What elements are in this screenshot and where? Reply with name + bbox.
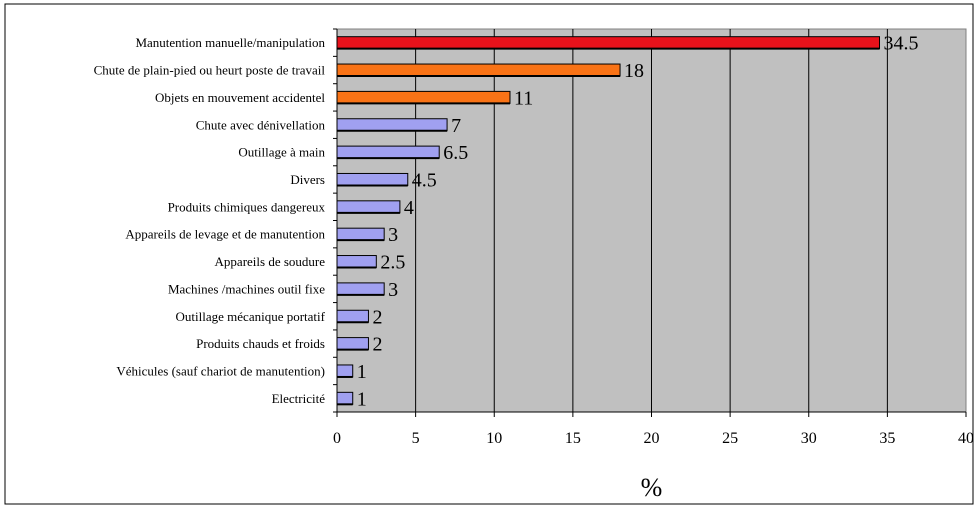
x-tick-label: 10 (486, 430, 502, 447)
x-tick-label: 5 (412, 430, 420, 447)
bars (336, 36, 881, 406)
data-label: 6.5 (443, 142, 468, 164)
x-axis-title: % (641, 473, 663, 502)
category-label: Manutention manuelle/manipulation (135, 35, 325, 50)
x-tick-label: 35 (879, 430, 895, 447)
data-label: 1 (357, 388, 367, 410)
data-label: 3 (388, 224, 398, 246)
data-label: 2 (372, 334, 382, 356)
category-label: Produits chimiques dangereux (168, 199, 326, 214)
category-label: Véhicules (sauf chariot de manutention) (116, 363, 325, 378)
category-label: Divers (290, 172, 325, 187)
category-label: Appareils de soudure (215, 254, 326, 269)
x-tick-label: 0 (333, 430, 341, 447)
category-label: Machines /machines outil fixe (168, 281, 325, 296)
bar (336, 36, 881, 50)
x-tick-label: 30 (801, 430, 817, 447)
bar (336, 145, 440, 159)
data-label: 34.5 (884, 33, 919, 55)
category-label: Outillage mécanique portatif (176, 309, 326, 324)
bar (336, 90, 511, 104)
data-label: 4.5 (412, 169, 437, 191)
category-label: Outillage à main (238, 145, 325, 160)
data-label: 18 (624, 60, 644, 82)
category-label: Objets en mouvement accidentel (155, 90, 325, 105)
category-label: Appareils de levage et de manutention (125, 227, 325, 242)
bar (336, 63, 621, 77)
x-tick-label: 25 (722, 430, 738, 447)
data-label: 1 (357, 361, 367, 383)
bar (336, 172, 409, 186)
category-label: Produits chauds et froids (196, 336, 325, 351)
data-label: 11 (514, 87, 533, 109)
x-tick-label: 15 (565, 430, 581, 447)
data-label: 7 (451, 115, 461, 137)
category-label: Chute avec dénivellation (196, 117, 326, 132)
x-tick-label: 40 (958, 430, 974, 447)
category-label: Chute de plain-pied ou heurt poste de tr… (94, 63, 326, 78)
bar (336, 282, 385, 296)
bar (336, 118, 448, 132)
x-tick-label: 20 (644, 430, 660, 447)
data-label: 2.5 (380, 252, 405, 274)
category-labels: Manutention manuelle/manipulation Chute d… (94, 35, 326, 406)
bar (336, 200, 401, 214)
data-label: 3 (388, 279, 398, 301)
bar (336, 337, 369, 351)
bar (336, 391, 354, 405)
bar (336, 364, 354, 378)
bar (336, 255, 377, 269)
bar (336, 309, 369, 323)
category-label: Electricité (272, 391, 326, 406)
x-axis-tick-labels: 0 5 10 15 20 25 30 35 40 (333, 430, 974, 447)
data-label: 2 (372, 306, 382, 328)
bar (336, 227, 385, 241)
data-label: 4 (404, 197, 414, 219)
